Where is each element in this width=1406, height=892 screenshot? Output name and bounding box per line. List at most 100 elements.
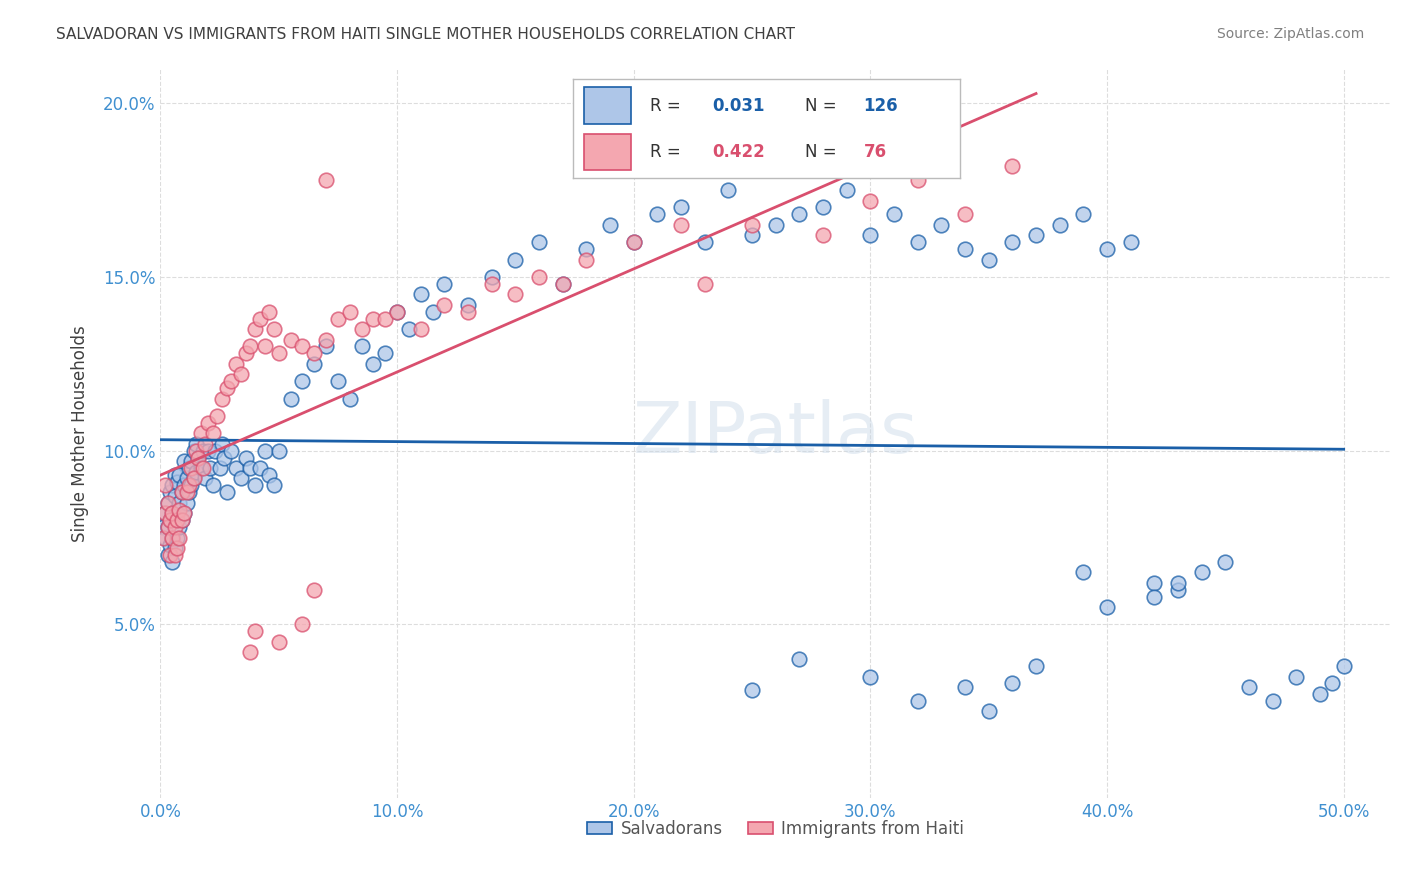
Point bbox=[166, 475, 188, 489]
Point bbox=[173, 506, 195, 520]
Text: SALVADORAN VS IMMIGRANTS FROM HAITI SINGLE MOTHER HOUSEHOLDS CORRELATION CHART: SALVADORAN VS IMMIGRANTS FROM HAITI SING… bbox=[56, 27, 796, 42]
Point bbox=[907, 694, 929, 708]
Point bbox=[225, 461, 247, 475]
Point bbox=[263, 478, 285, 492]
Point bbox=[599, 218, 621, 232]
Point bbox=[155, 506, 177, 520]
Point bbox=[350, 339, 373, 353]
Point bbox=[243, 624, 266, 639]
Point bbox=[385, 304, 408, 318]
Point bbox=[253, 339, 276, 353]
Point bbox=[977, 704, 1000, 718]
Point bbox=[239, 461, 262, 475]
Point bbox=[184, 436, 207, 450]
Point bbox=[204, 443, 226, 458]
Point bbox=[339, 304, 361, 318]
Point bbox=[173, 506, 195, 520]
Point bbox=[194, 471, 217, 485]
Point bbox=[931, 218, 953, 232]
Point bbox=[291, 617, 314, 632]
Point bbox=[156, 520, 179, 534]
Point bbox=[1143, 575, 1166, 590]
Point bbox=[177, 461, 200, 475]
Point bbox=[741, 228, 763, 243]
Point bbox=[789, 652, 811, 666]
Point bbox=[1119, 235, 1142, 250]
Point bbox=[1095, 242, 1118, 256]
Point bbox=[173, 478, 195, 492]
Point bbox=[221, 443, 243, 458]
Point bbox=[197, 443, 219, 458]
Point bbox=[575, 242, 598, 256]
Point bbox=[243, 478, 266, 492]
Point bbox=[163, 541, 186, 555]
Point bbox=[859, 228, 882, 243]
Point bbox=[326, 374, 349, 388]
Point bbox=[326, 311, 349, 326]
Point bbox=[953, 207, 976, 221]
Point bbox=[183, 443, 205, 458]
Point bbox=[953, 242, 976, 256]
Point bbox=[409, 287, 432, 301]
Point bbox=[575, 252, 598, 267]
Point bbox=[169, 531, 191, 545]
Point bbox=[280, 392, 302, 406]
Point bbox=[173, 454, 195, 468]
Point bbox=[527, 270, 550, 285]
Point bbox=[505, 252, 527, 267]
Point bbox=[315, 333, 337, 347]
Point bbox=[162, 506, 184, 520]
Point bbox=[249, 461, 271, 475]
Point bbox=[481, 270, 503, 285]
Point bbox=[180, 454, 202, 468]
Point bbox=[225, 357, 247, 371]
Point bbox=[159, 513, 181, 527]
Point bbox=[198, 461, 221, 475]
Point bbox=[152, 531, 174, 545]
Point bbox=[374, 311, 396, 326]
Point bbox=[170, 485, 193, 500]
Point bbox=[433, 277, 456, 291]
Point bbox=[457, 298, 479, 312]
Point bbox=[433, 298, 456, 312]
Point bbox=[166, 541, 188, 555]
Point bbox=[505, 287, 527, 301]
Point bbox=[180, 461, 202, 475]
Point bbox=[214, 450, 236, 465]
Text: Source: ZipAtlas.com: Source: ZipAtlas.com bbox=[1216, 27, 1364, 41]
Point bbox=[159, 537, 181, 551]
Text: ZIPatlas: ZIPatlas bbox=[633, 399, 918, 467]
Point bbox=[191, 443, 214, 458]
Point bbox=[221, 374, 243, 388]
Point bbox=[163, 520, 186, 534]
Point bbox=[291, 339, 314, 353]
Point bbox=[363, 357, 385, 371]
Point bbox=[693, 235, 716, 250]
Point bbox=[263, 322, 285, 336]
Point bbox=[159, 513, 181, 527]
Point bbox=[197, 416, 219, 430]
Point bbox=[374, 346, 396, 360]
Point bbox=[551, 277, 574, 291]
Point bbox=[623, 235, 645, 250]
Point bbox=[907, 235, 929, 250]
Point bbox=[1333, 659, 1355, 673]
Point bbox=[177, 478, 200, 492]
Point bbox=[1237, 680, 1260, 694]
Point bbox=[907, 172, 929, 186]
Point bbox=[194, 436, 217, 450]
Point bbox=[243, 322, 266, 336]
Point bbox=[201, 478, 224, 492]
Point bbox=[170, 485, 193, 500]
Point bbox=[191, 461, 214, 475]
Point bbox=[187, 450, 209, 465]
Point bbox=[669, 218, 692, 232]
Point bbox=[163, 513, 186, 527]
Point bbox=[239, 339, 262, 353]
Point bbox=[1215, 555, 1237, 569]
Point bbox=[169, 468, 191, 483]
Point bbox=[693, 277, 716, 291]
Point bbox=[398, 322, 420, 336]
Point bbox=[527, 235, 550, 250]
Point bbox=[180, 478, 202, 492]
